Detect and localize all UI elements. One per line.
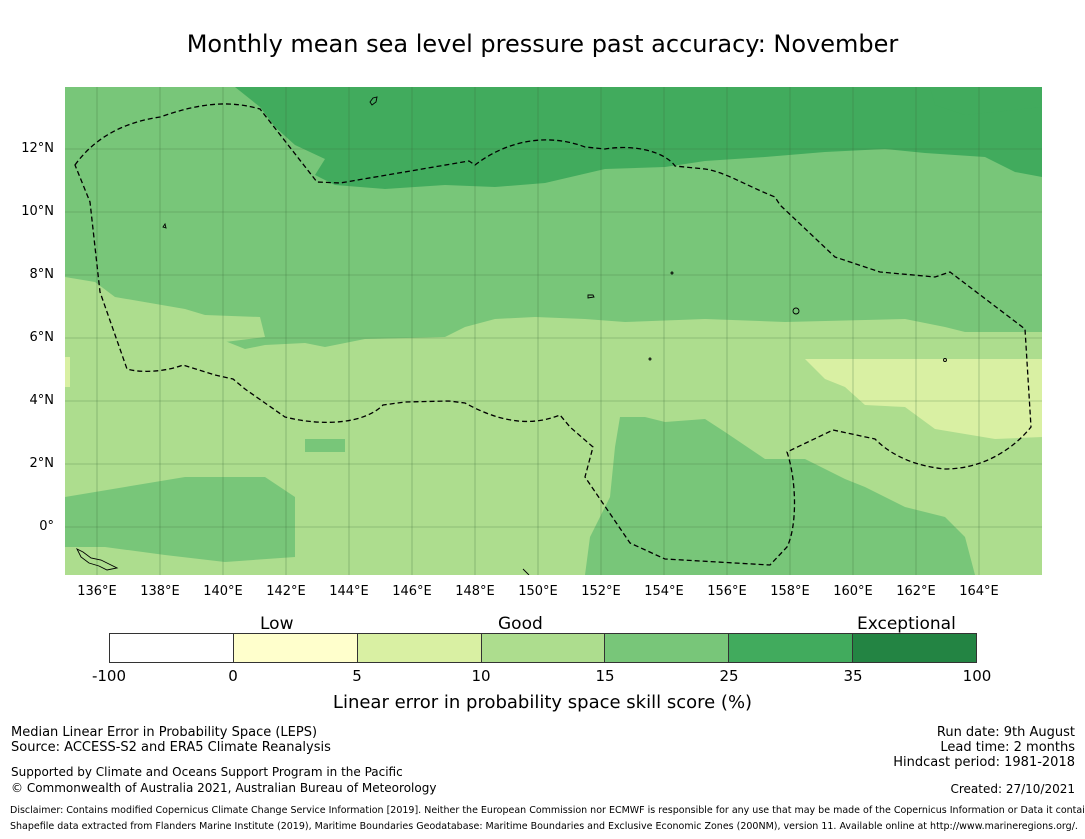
map-title: Monthly mean sea level pressure past acc…: [186, 30, 899, 58]
skill-map: [65, 87, 1042, 575]
skill-region-15-25-patch: [305, 439, 345, 452]
lon-tick-136e: 136°E: [77, 584, 117, 599]
colorbar-label: Linear error in probability space skill …: [332, 692, 753, 713]
skill-region-5-10-east: [805, 359, 1042, 439]
skill-region-25-35-patch: [930, 87, 1042, 115]
footer-support: Supported by Climate and Oceans Support …: [11, 765, 403, 779]
skill-region-15-25-west: [65, 87, 125, 252]
lat-tick-4n: 4°N: [29, 393, 55, 408]
footer-method: Median Linear Error in Probability Space…: [11, 725, 318, 740]
lon-tick-158e: 158°E: [770, 584, 810, 599]
footer-run-date: Run date: 9th August: [936, 725, 1075, 740]
colorbar-segment: [110, 634, 234, 662]
colorbar: [109, 633, 977, 663]
lat-tick-2n: 2°N: [29, 456, 55, 471]
footer-hindcast: Hindcast period: 1981-2018: [893, 755, 1075, 770]
skill-region-15-25-southwest: [65, 477, 295, 562]
eez-boundary: [74, 103, 1032, 566]
footer-shapefile: Shapefile data extracted from Flanders M…: [10, 821, 1078, 832]
lon-tick-156e: 156°E: [707, 584, 747, 599]
colorbar-tick: 5: [352, 667, 362, 685]
graticule: [65, 87, 1042, 575]
colorbar-tick: 15: [595, 667, 615, 685]
skill-region-5-10-west: [65, 357, 70, 387]
lat-tick-12n: 12°N: [21, 141, 54, 156]
lon-tick-160e: 160°E: [833, 584, 873, 599]
lon-tick-164e: 164°E: [959, 584, 999, 599]
colorbar-segment: [357, 634, 482, 662]
colorbar-segment: [605, 634, 730, 662]
colorbar-segment: [729, 634, 854, 662]
colorbar-tick: 35: [843, 667, 863, 685]
colorbar-segment: [853, 634, 977, 662]
lon-tick-162e: 162°E: [896, 584, 936, 599]
colorbar-tick: 100: [962, 667, 992, 685]
skill-region-25-35-north: [235, 87, 1042, 189]
lat-tick-8n: 8°N: [29, 267, 55, 282]
lat-tick-0: 0°: [39, 519, 54, 534]
skill-region-15-25-south: [585, 417, 975, 575]
footer-source: Source: ACCESS-S2 and ERA5 Climate Reana…: [11, 740, 331, 755]
colorbar-tick: -100: [91, 667, 127, 685]
footer-created: Created: 27/10/2021: [950, 782, 1075, 796]
lon-tick-150e: 150°E: [518, 584, 558, 599]
lon-tick-144e: 144°E: [329, 584, 369, 599]
colorbar-segment: [233, 634, 358, 662]
lat-tick-6n: 6°N: [29, 330, 55, 345]
colorbar-segment: [481, 634, 606, 662]
colorbar-tick: 0: [228, 667, 238, 685]
lon-tick-154e: 154°E: [644, 584, 684, 599]
footer-lead-time: Lead time: 2 months: [940, 740, 1075, 755]
colorbar-tick: 25: [719, 667, 739, 685]
colorbar-tick: 10: [471, 667, 491, 685]
legend-category-exceptional: Exceptional: [857, 614, 956, 634]
footer-disclaimer: Disclaimer: Contains modified Copernicus…: [10, 805, 1085, 816]
lon-tick-138e: 138°E: [140, 584, 180, 599]
lon-tick-148e: 148°E: [455, 584, 495, 599]
legend-category-good: Good: [498, 614, 543, 634]
lon-tick-140e: 140°E: [203, 584, 243, 599]
lat-tick-10n: 10°N: [21, 204, 54, 219]
skill-region-10-15-west: [65, 277, 265, 349]
islands: [75, 96, 947, 575]
lon-tick-146e: 146°E: [392, 584, 432, 599]
lon-tick-152e: 152°E: [581, 584, 621, 599]
legend-category-low: Low: [260, 614, 294, 634]
lon-tick-142e: 142°E: [266, 584, 306, 599]
footer-copyright: © Commonwealth of Australia 2021, Austra…: [11, 781, 437, 795]
